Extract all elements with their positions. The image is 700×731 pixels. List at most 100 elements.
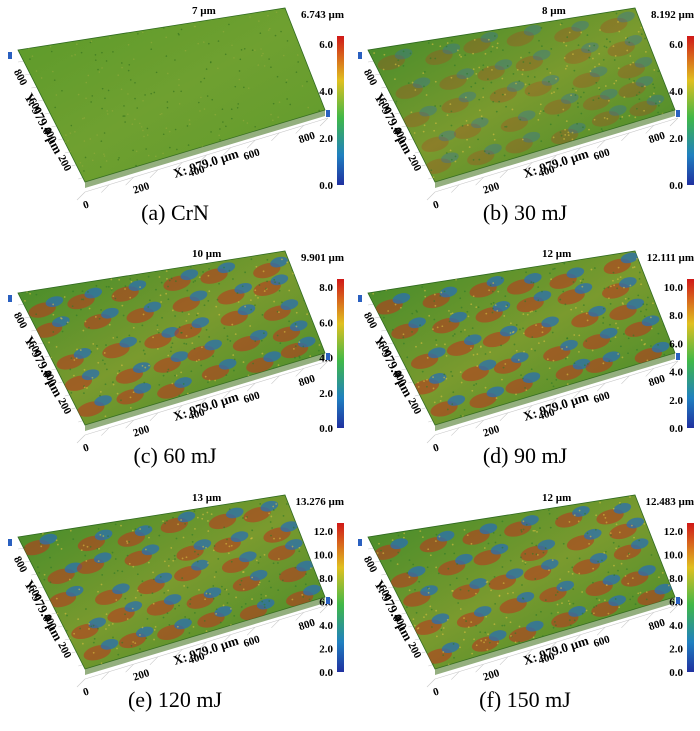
- scale-tick-label: 4.0: [319, 620, 333, 632]
- x-tick-label: 800: [297, 616, 317, 633]
- x-tick-label: 200: [482, 423, 502, 440]
- x-tick-label: 600: [592, 389, 612, 406]
- scale-tick-label: 6.0: [669, 338, 683, 350]
- x-tick-label: 800: [647, 372, 667, 389]
- x-tick-label: 800: [647, 616, 667, 633]
- x-tick-label: 200: [482, 180, 502, 197]
- z-max-label: 10 µm: [192, 248, 221, 260]
- color-scale-bar: [687, 523, 694, 672]
- x-tick-label: 600: [242, 389, 262, 406]
- x-tick-label: 400: [187, 650, 207, 667]
- scale-tick-label: 0.0: [669, 423, 683, 435]
- x-tick-label: 400: [537, 163, 557, 180]
- scale-tick-label: 8.0: [319, 573, 333, 585]
- scale-tick-label: 2.0: [319, 133, 333, 145]
- z-max-label: 12 µm: [542, 248, 571, 260]
- y-tick-label: 800: [361, 554, 380, 575]
- scale-tick-label: 2.0: [669, 644, 683, 656]
- surface-plot: 10 µm9.901 µm8.06.04.02.00.0020040060080…: [8, 248, 344, 455]
- z-max-label: 7 µm: [192, 5, 216, 17]
- color-scale-bar: [337, 279, 344, 428]
- x-tick-label: 200: [132, 423, 152, 440]
- panel-caption: (d) 90 mJ: [482, 443, 568, 468]
- scale-tick-label: 2.0: [319, 644, 333, 656]
- y-tick-label: 800: [361, 67, 380, 88]
- color-scale-bar: [687, 36, 694, 185]
- scale-tick-label: 10.0: [664, 550, 684, 562]
- y-tick-label: 200: [55, 153, 74, 174]
- surface-plot: 8 µm 8.192 µm6.04.02.00.00200400600800X: …: [358, 5, 694, 212]
- x-tick-label: 0: [82, 441, 91, 454]
- panel-a: 7 µm 6.743 µm 6.0 4.0 2.0 0.0 0 200 400 600 800 X: …: [0, 0, 350, 243]
- y-tick-label: 800: [11, 67, 30, 88]
- z-max-label: 8 µm: [542, 5, 566, 17]
- y-tick-label: 200: [55, 396, 74, 417]
- x-tick-label: 600: [592, 633, 612, 650]
- scale-tick-label: 2.0: [669, 133, 683, 145]
- x-tick-label: 0: [432, 441, 441, 454]
- scale-tick-label: 8.0: [319, 282, 333, 294]
- panel-caption: (f) 150 mJ: [479, 687, 571, 712]
- scale-tick-label: 4.0: [669, 620, 683, 632]
- scale-tick-label: 0.0: [669, 180, 683, 192]
- x-tick-label: 400: [537, 650, 557, 667]
- x-tick-label: 600: [242, 146, 262, 163]
- scale-tick-label: 0.0: [669, 667, 683, 679]
- panel-caption: (a) CrN: [141, 200, 209, 225]
- x-tick-label: 800: [647, 129, 667, 146]
- scale-max-label: 6.743 µm: [301, 9, 344, 21]
- y-tick-label: 200: [55, 640, 74, 661]
- scale-tick-label: 10.0: [664, 282, 684, 294]
- surface-texture: [24, 256, 321, 418]
- y-tick-label: 800: [11, 554, 30, 575]
- scale-tick-label: 4.0: [319, 86, 333, 98]
- scale-tick-label: 10.0: [314, 550, 334, 562]
- scale-tick-label: 2.0: [319, 388, 333, 400]
- scale-max-label: 12.111 µm: [647, 252, 694, 264]
- scale-tick-label: 6.0: [669, 39, 683, 51]
- surface-plot: 12 µm 12.111 µm 10.0 8.0 6.0 4.0 2.0 0.0 0 200 400…: [358, 248, 694, 455]
- scale-tick-label: 8.0: [669, 573, 683, 585]
- surface-texture: [372, 252, 670, 418]
- scale-tick-label: 12.0: [314, 526, 334, 538]
- surface-texture: [373, 496, 673, 666]
- color-scale-bar: [687, 279, 694, 428]
- scale-tick-label: 6.0: [319, 317, 333, 329]
- z-max-label: 12 µm: [542, 492, 571, 504]
- x-tick-label: 0: [432, 685, 441, 698]
- z-max-label: 13 µm: [192, 492, 221, 504]
- scale-max-label: 8.192 µm: [651, 9, 694, 21]
- x-tick-label: 600: [592, 146, 612, 163]
- scale-tick-label: 0.0: [319, 180, 333, 192]
- panel-caption: (c) 60 mJ: [133, 443, 217, 468]
- y-tick-label: 200: [405, 153, 424, 174]
- x-tick-label: 200: [132, 180, 152, 197]
- scale-tick-label: 0.0: [319, 667, 333, 679]
- surface-texture: [28, 11, 320, 172]
- scale-tick-label: 8.0: [669, 310, 683, 322]
- x-tick-label: 400: [187, 406, 207, 423]
- surface-plot: 7 µm 6.743 µm6.04.02.00.00200400600800X: …: [8, 5, 344, 212]
- y-tick-label: 800: [361, 310, 380, 331]
- panel-caption: (b) 30 mJ: [482, 200, 568, 225]
- scale-tick-label: 6.0: [319, 39, 333, 51]
- y-tick-label: 200: [405, 396, 424, 417]
- x-tick-label: 0: [432, 198, 441, 211]
- scale-tick-label: 12.0: [664, 526, 684, 538]
- panel-d: 12 µm 12.111 µm 10.0 8.0 6.0 4.0 2.0 0.0 0 200 400…: [350, 243, 700, 486]
- scale-tick-label: 4.0: [669, 86, 683, 98]
- x-tick-label: 800: [297, 129, 317, 146]
- panel-c: 10 µm9.901 µm8.06.04.02.00.0020040060080…: [0, 243, 350, 486]
- scale-tick-label: 4.0: [669, 367, 683, 379]
- panel-b: 8 µm 8.192 µm 6.0 4.0 2.0 0.0 0 200 400 600 800 X: …: [350, 0, 700, 243]
- scale-max-label: 13.276 µm: [295, 496, 344, 508]
- x-tick-label: 400: [537, 406, 557, 423]
- scale-tick-label: 0.0: [319, 423, 333, 435]
- x-tick-label: 600: [242, 633, 262, 650]
- color-scale-bar: [337, 36, 344, 185]
- x-tick-label: 200: [132, 667, 152, 684]
